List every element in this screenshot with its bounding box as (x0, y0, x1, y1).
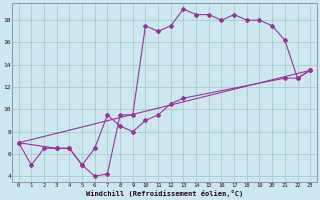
X-axis label: Windchill (Refroidissement éolien,°C): Windchill (Refroidissement éolien,°C) (86, 190, 243, 197)
